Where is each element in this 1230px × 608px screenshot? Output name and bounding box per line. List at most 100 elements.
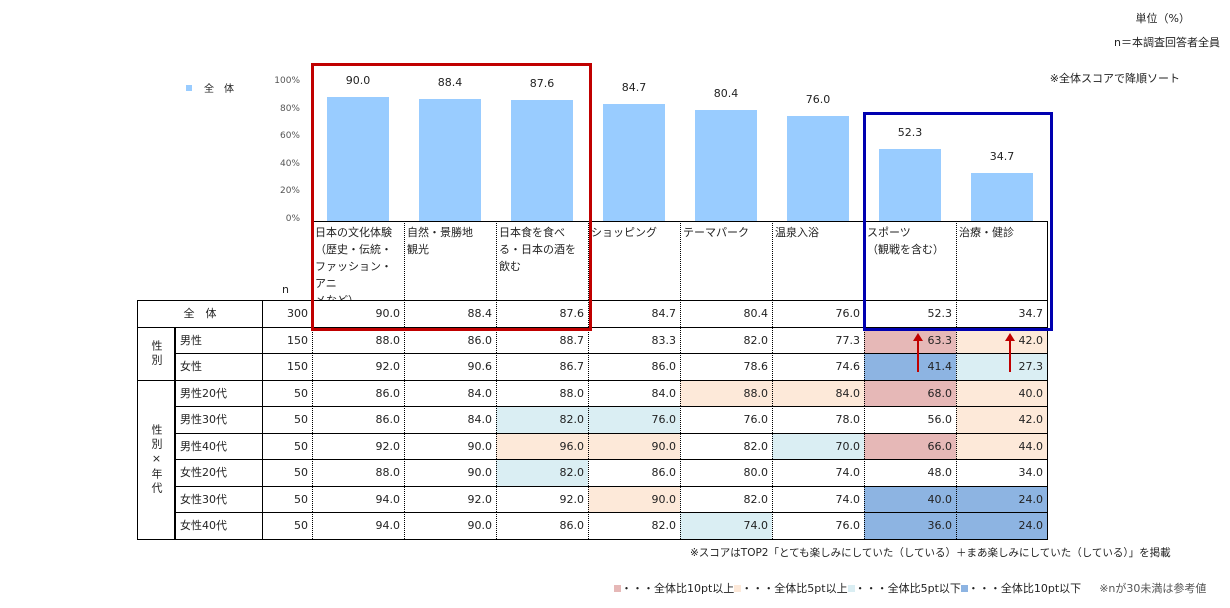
score-cell: 87.6 [496,300,588,327]
group-label: 性別×年代 [137,379,175,539]
score-cell: 48.0 [864,459,956,486]
score-cell: 24.0 [956,512,1048,539]
score-cell: 66.0 [864,432,956,459]
score-cell: 84.0 [772,379,864,406]
legend-label: ・・・全体比5pt以上 [741,582,848,595]
score-cell: 82.0 [680,326,772,353]
score-cell: 82.0 [588,512,680,539]
y-tick-label: 40% [279,158,300,169]
score-cell: 94.0 [312,512,404,539]
score-cell: 84.0 [588,379,680,406]
score-cell: 76.0 [772,512,864,539]
legend-swatch-m10 [960,584,968,592]
row-label: 男性30代 [175,406,262,433]
legend-label: ・・・全体比5pt以下 [854,582,961,595]
n-cell: 50 [262,512,312,539]
highlight-box-red [311,63,592,331]
row-label: 男性40代 [175,432,262,459]
score-cell: 34.0 [956,459,1048,486]
row-label: 女性40代 [175,512,262,539]
base-label: n＝本調査回答者全員 [1114,36,1220,49]
bar [695,110,757,221]
bar-value-label: 52.3 [897,125,923,139]
category-header: 治療・健診 [956,221,1048,300]
category-header: 日本食を食べ る・日本の酒を 飲む [496,221,588,300]
legend-label: ・・・全体比10pt以上 [621,582,735,595]
score-cell: 84.0 [404,379,496,406]
score-cell: 86.0 [588,459,680,486]
score-cell: 52.3 [864,300,956,327]
score-cell: 90.0 [404,432,496,459]
score-cell: 90.0 [588,485,680,512]
score-cell: 92.0 [312,353,404,380]
score-cell: 86.7 [496,353,588,380]
score-cell: 86.0 [496,512,588,539]
category-label-line: 温泉入浴 [775,226,819,239]
score-cell: 78.0 [772,406,864,433]
table-bottom-border [137,538,1048,540]
score-cell: 92.0 [312,432,404,459]
n-cell: 50 [262,459,312,486]
y-tick-label: 60% [279,131,300,142]
up-arrow-icon [1009,340,1011,372]
score-cell: 88.0 [680,379,772,406]
legend-swatch [186,85,192,91]
score-cell: 40.0 [956,379,1048,406]
n-cell: 300 [262,300,312,327]
category-label-line: ショッピング [591,226,657,239]
footnote: ※スコアはTOP2「とても楽しみにしていた（している）＋まあ楽しみにしていた（し… [690,547,1171,559]
score-cell: 27.3 [956,353,1048,380]
score-cell: 44.0 [956,432,1048,459]
y-tick-label: 0% [285,214,300,224]
score-cell: 82.0 [680,432,772,459]
score-cell: 78.6 [680,353,772,380]
n-cell: 50 [262,485,312,512]
up-arrow-icon [917,340,919,372]
legend-swatch-m5 [847,584,855,592]
score-cell: 83.3 [588,326,680,353]
n-cell: 150 [262,353,312,380]
score-cell: 36.0 [864,512,956,539]
score-cell: 74.0 [772,485,864,512]
arrow-head-icon [1005,333,1015,341]
bar-value-label: 76.0 [805,93,831,107]
score-cell: 92.0 [496,485,588,512]
score-cell: 74.0 [772,459,864,486]
score-cell: 74.0 [680,512,772,539]
bar-value-label: 87.6 [529,77,555,91]
score-cell: 86.0 [312,379,404,406]
y-tick-label: 80% [279,103,300,114]
score-cell: 41.4 [864,353,956,380]
score-cell: 70.0 [772,432,864,459]
category-label-line: ファッション・アニ [315,260,392,290]
bar [419,99,481,221]
bar [327,96,389,221]
n-header: n [282,283,289,296]
score-cell: 76.0 [680,406,772,433]
n-cell: 50 [262,379,312,406]
score-cell: 82.0 [680,485,772,512]
category-label-line: る・日本の酒を [499,243,576,256]
category-label-line: 自然・景勝地 [407,226,473,239]
score-cell: 80.0 [680,459,772,486]
score-cell: 90.0 [404,459,496,486]
bar-value-label: 34.7 [989,150,1015,164]
legend-label: ・・・全体比10pt以下 [967,582,1082,595]
category-label-line: 日本の文化体験 [315,226,392,239]
group-label: 性別 [137,326,175,380]
bar-value-label: 80.4 [713,87,739,101]
score-cell: 84.0 [404,406,496,433]
category-label-line: スポーツ [867,226,911,239]
score-cell: 82.0 [496,459,588,486]
score-cell: 90.6 [404,353,496,380]
category-label-line: 日本食を食べ [499,226,565,239]
score-cell: 94.0 [312,485,404,512]
category-label-line: （歴史・伝統・ [315,243,392,256]
score-cell: 90.0 [312,300,404,327]
bar-value-label: 88.4 [437,76,463,89]
row-label: 女性30代 [175,485,262,512]
score-cell: 42.0 [956,406,1048,433]
unit-label: 単位（%） [1135,12,1190,25]
bar [971,173,1033,221]
score-cell: 34.7 [956,300,1048,327]
